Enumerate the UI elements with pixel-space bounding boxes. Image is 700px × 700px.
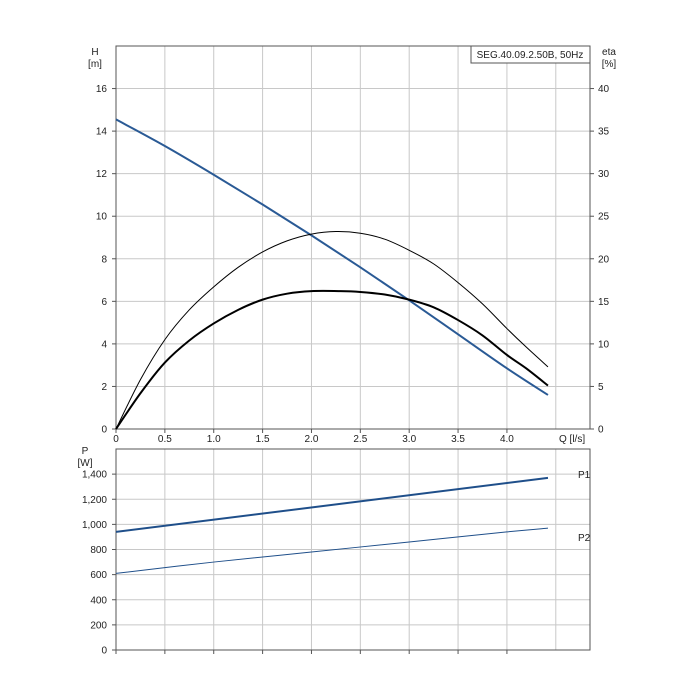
x-tick-label: 1.5 <box>256 434 270 445</box>
y-right-tick-label: 10 <box>598 339 610 350</box>
head-curve <box>115 118 549 396</box>
y-left-tick-label: 2 <box>101 382 107 393</box>
y-right-tick-label: 30 <box>598 169 610 180</box>
y-lower-tick-label: 1,200 <box>82 495 107 506</box>
y-right-tick-label: 0 <box>598 425 604 436</box>
y-right-label-line2: [%] <box>602 59 617 70</box>
x-tick-label: 0 <box>113 434 119 445</box>
y-left-tick-label: 14 <box>96 127 108 138</box>
x-axis-label: Q [l/s] <box>559 434 585 445</box>
x-tick-label: 2.5 <box>353 434 367 445</box>
p2-power-curve <box>115 527 549 574</box>
y-right-label-line1: eta <box>602 47 616 58</box>
upper-grid <box>115 46 590 430</box>
y-left-tick-label: 16 <box>96 84 108 95</box>
eta-thick-curve <box>115 289 549 430</box>
upper-plot-frame <box>115 45 591 430</box>
upper-series <box>115 118 549 430</box>
y-left-tick-label: 0 <box>101 425 107 436</box>
y-right-tick-label: 20 <box>598 254 610 265</box>
y-left-label-upper-line1: H <box>91 47 98 58</box>
x-tick-label: 0.5 <box>158 434 172 445</box>
y-lower-tick-label: 600 <box>90 570 107 581</box>
y-right-tick-label: 35 <box>598 127 610 138</box>
lower-grid <box>115 449 590 651</box>
y-lower-tick-label: 200 <box>90 620 107 631</box>
x-tick-label: 3.5 <box>451 434 465 445</box>
y-left-tick-label: 4 <box>101 339 107 350</box>
y-left-label-lower-line2: [W] <box>78 458 93 469</box>
y-right-tick-label: 5 <box>598 382 604 393</box>
y-left-tick-label: 8 <box>101 254 107 265</box>
lower-series <box>115 476 549 574</box>
upper-tick-labels: 0 0.5 1.0 1.5 2.0 2.5 3.0 3.5 4.0 0 2 4 6 8 10 12 14 16 0 5… <box>96 84 610 445</box>
y-left-label-lower-line1: P <box>82 446 89 457</box>
title-box-text: SEG.40.09.2.50B, 50Hz <box>477 50 584 61</box>
y-left-tick-label: 10 <box>96 212 108 223</box>
x-tick-label: 2.0 <box>305 434 319 445</box>
y-left-tick-label: 6 <box>101 297 107 308</box>
series-label-p1: P1 <box>578 470 591 481</box>
title-box <box>470 45 591 64</box>
series-label-p2: P2 <box>578 533 591 544</box>
y-left-label-upper-line2: [m] <box>88 59 102 70</box>
y-right-tick-label: 25 <box>598 212 610 223</box>
y-lower-tick-label: 1,400 <box>82 470 107 481</box>
y-lower-tick-label: 800 <box>90 545 107 556</box>
x-tick-label: 3.0 <box>402 434 416 445</box>
y-left-tick-label: 12 <box>96 169 108 180</box>
p1-power-curve <box>115 476 549 533</box>
eta-thin-curve <box>115 231 549 430</box>
y-lower-tick-label: 0 <box>101 646 107 657</box>
y-lower-tick-label: 1,000 <box>82 520 107 531</box>
x-tick-label: 4.0 <box>500 434 514 445</box>
y-lower-tick-label: 400 <box>90 595 107 606</box>
lower-tick-labels: 0 200 400 600 800 1,000 1,200 1,400 <box>82 470 508 657</box>
y-right-tick-label: 40 <box>598 84 610 95</box>
x-tick-label: 1.0 <box>207 434 221 445</box>
y-right-tick-label: 15 <box>598 297 610 308</box>
